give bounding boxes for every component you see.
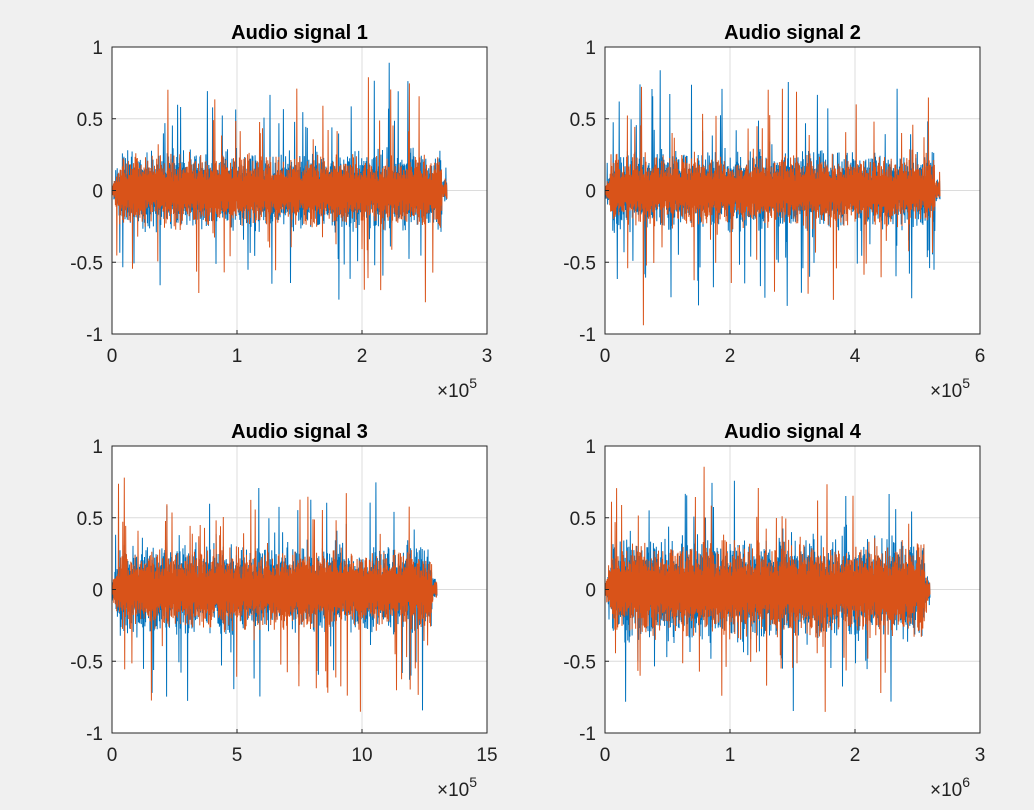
y-tick-label: 0 bbox=[92, 182, 103, 203]
series-2-line bbox=[112, 77, 448, 303]
x-exponent-label: ×106 bbox=[930, 774, 970, 801]
y-tick-label: -1 bbox=[86, 724, 103, 745]
subplot-title: Audio signal 2 bbox=[724, 22, 861, 44]
series-2-line bbox=[605, 86, 941, 326]
y-tick-label: -1 bbox=[86, 325, 103, 346]
y-tick-label: 0.5 bbox=[570, 509, 596, 530]
y-tick-label: 1 bbox=[585, 437, 596, 458]
x-tick-label: 2 bbox=[725, 346, 736, 367]
x-tick-label: 10 bbox=[351, 745, 372, 766]
x-exponent-label: ×105 bbox=[437, 375, 477, 402]
subplot-title: Audio signal 3 bbox=[231, 421, 368, 443]
y-tick-label: 0 bbox=[585, 581, 596, 602]
y-tick-label: -1 bbox=[579, 325, 596, 346]
x-tick-label: 1 bbox=[232, 346, 243, 367]
y-tick-label: 0.5 bbox=[77, 110, 103, 131]
y-tick-label: -0.5 bbox=[70, 253, 103, 274]
y-tick-label: -0.5 bbox=[70, 652, 103, 673]
x-tick-label: 1 bbox=[725, 745, 736, 766]
subplot-title: Audio signal 4 bbox=[724, 421, 862, 443]
y-tick-label: 0 bbox=[585, 182, 596, 203]
series-2-line bbox=[605, 466, 931, 712]
x-exponent-label: ×105 bbox=[930, 375, 970, 402]
x-tick-label: 5 bbox=[232, 745, 243, 766]
y-tick-label: 0 bbox=[92, 581, 103, 602]
x-tick-label: 0 bbox=[107, 346, 118, 367]
y-tick-label: -0.5 bbox=[563, 253, 596, 274]
x-tick-label: 15 bbox=[476, 745, 497, 766]
x-tick-label: 0 bbox=[600, 745, 611, 766]
x-tick-label: 0 bbox=[107, 745, 118, 766]
x-tick-label: 2 bbox=[357, 346, 368, 367]
x-tick-label: 3 bbox=[482, 346, 493, 367]
y-tick-label: 1 bbox=[585, 38, 596, 59]
x-tick-label: 3 bbox=[975, 745, 986, 766]
y-tick-label: -0.5 bbox=[563, 652, 596, 673]
x-tick-label: 4 bbox=[850, 346, 861, 367]
series-2-line bbox=[112, 477, 438, 712]
x-exponent-label: ×105 bbox=[437, 774, 477, 801]
x-tick-label: 6 bbox=[975, 346, 986, 367]
y-tick-label: 0.5 bbox=[77, 509, 103, 530]
subplot-title: Audio signal 1 bbox=[231, 22, 368, 44]
x-tick-label: 2 bbox=[850, 745, 861, 766]
y-tick-label: 0.5 bbox=[570, 110, 596, 131]
y-tick-label: -1 bbox=[579, 724, 596, 745]
y-tick-label: 1 bbox=[92, 38, 103, 59]
y-tick-label: 1 bbox=[92, 437, 103, 458]
x-tick-label: 0 bbox=[600, 346, 611, 367]
